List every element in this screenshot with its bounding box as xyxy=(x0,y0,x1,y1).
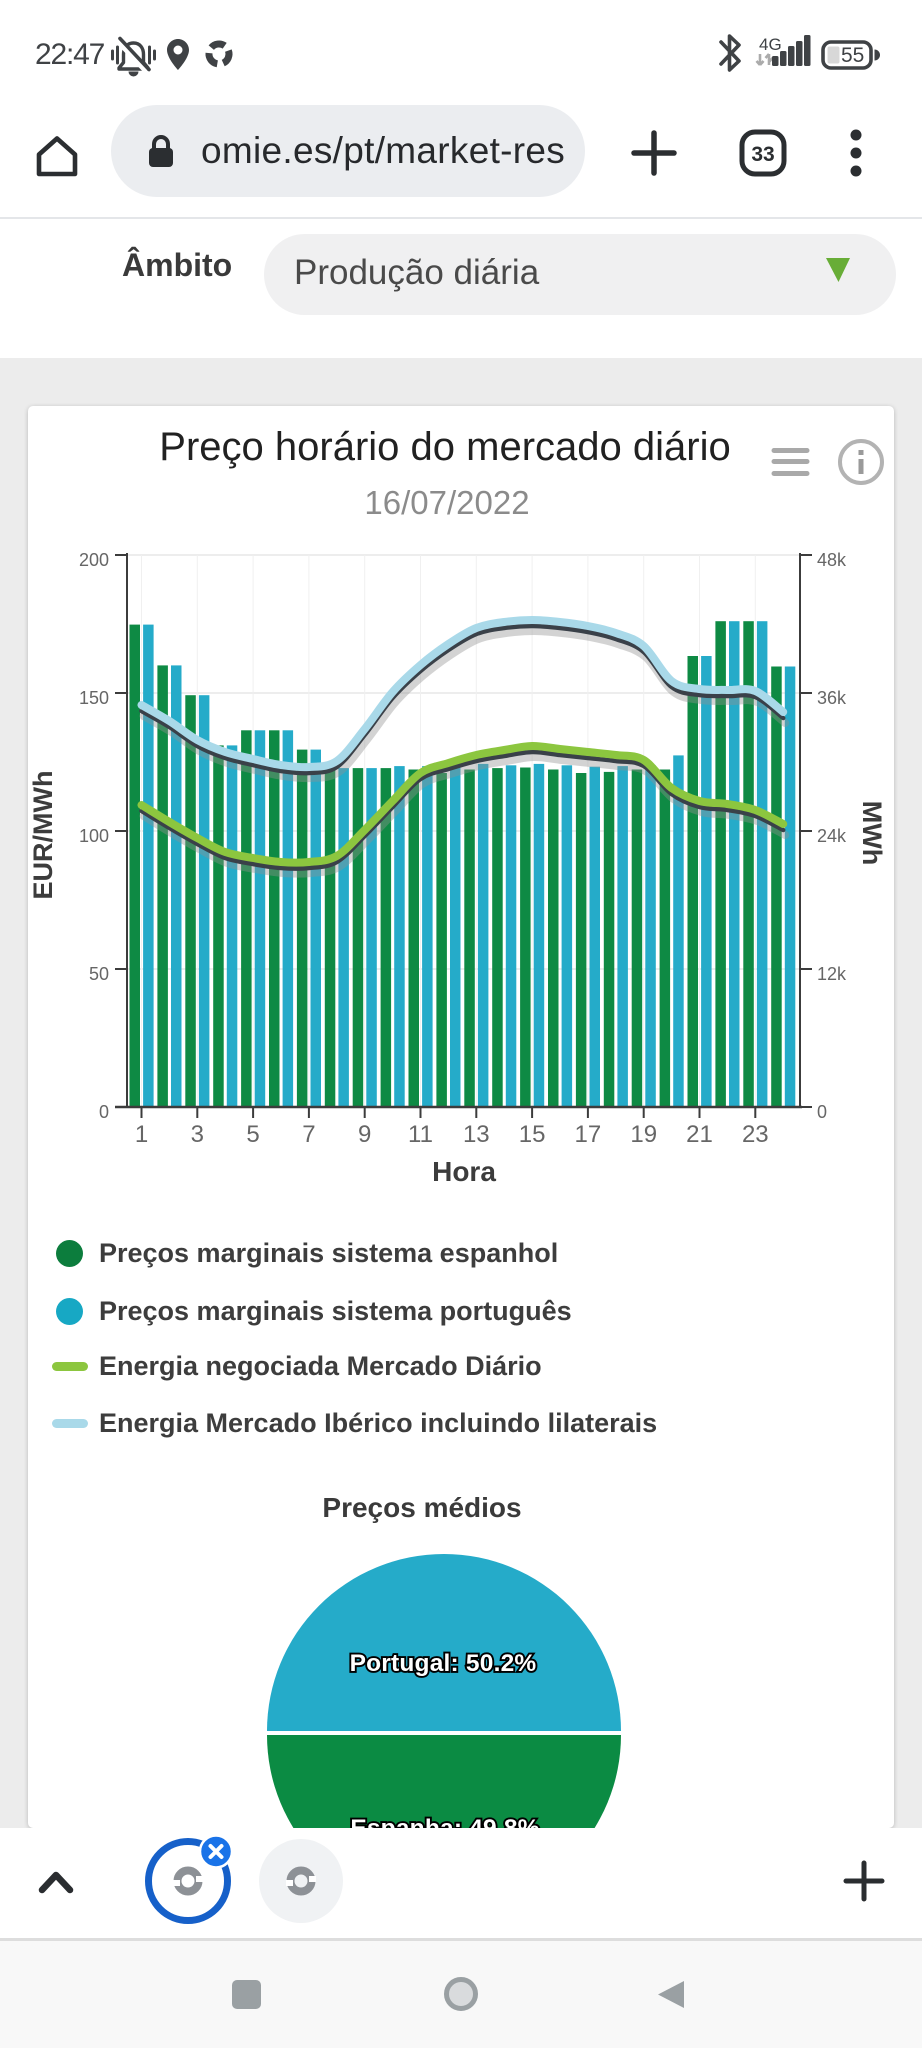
svg-text:1: 1 xyxy=(135,1121,148,1148)
svg-text:12k: 12k xyxy=(817,964,847,984)
svg-text:55: 55 xyxy=(841,44,864,67)
svg-text:13: 13 xyxy=(463,1121,490,1148)
svg-text:33: 33 xyxy=(751,143,774,166)
svg-text:48k: 48k xyxy=(817,550,847,570)
svg-text:7: 7 xyxy=(302,1121,315,1148)
svg-text:5: 5 xyxy=(246,1121,259,1148)
svg-text:EUR/MWh: EUR/MWh xyxy=(28,771,58,900)
svg-text:200: 200 xyxy=(79,550,109,570)
svg-text:50: 50 xyxy=(89,964,109,984)
svg-text:0: 0 xyxy=(99,1102,109,1122)
svg-text:15: 15 xyxy=(519,1121,546,1148)
svg-text:23: 23 xyxy=(742,1121,769,1148)
svg-text:Espanha: 49.8%: Espanha: 49.8% xyxy=(350,1815,539,1828)
svg-text:9: 9 xyxy=(358,1121,371,1148)
svg-text:11: 11 xyxy=(408,1121,433,1148)
svg-text:MWh: MWh xyxy=(857,801,887,865)
svg-text:24k: 24k xyxy=(817,826,847,846)
svg-text:3: 3 xyxy=(191,1121,204,1148)
svg-text:19: 19 xyxy=(630,1121,657,1148)
svg-text:Hora: Hora xyxy=(432,1156,496,1187)
svg-text:21: 21 xyxy=(686,1121,713,1148)
svg-text:150: 150 xyxy=(79,688,109,708)
svg-text:4G: 4G xyxy=(759,35,782,54)
svg-text:100: 100 xyxy=(79,826,109,846)
svg-text:36k: 36k xyxy=(817,688,847,708)
svg-text:0: 0 xyxy=(817,1102,827,1122)
svg-text:Portugal: 50.2%: Portugal: 50.2% xyxy=(350,1650,537,1677)
svg-text:17: 17 xyxy=(575,1121,602,1148)
